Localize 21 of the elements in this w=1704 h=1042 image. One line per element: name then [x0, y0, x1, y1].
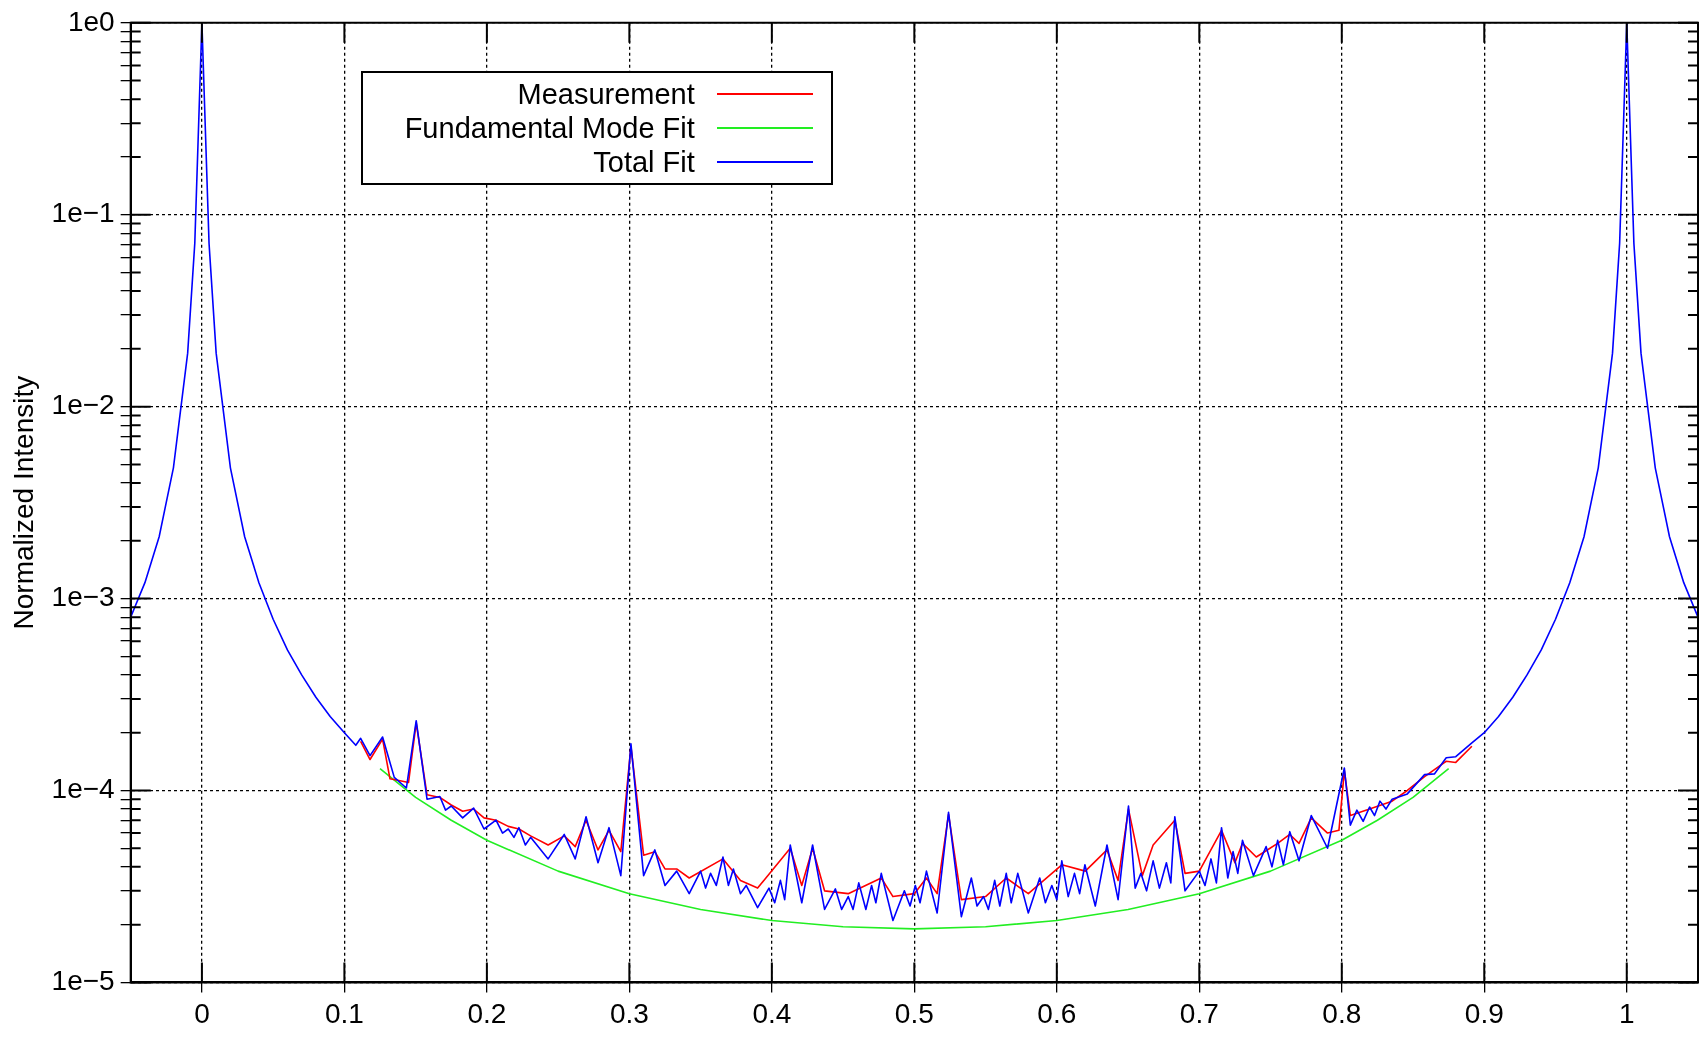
x-tick-label: 0.9	[1464, 997, 1504, 1029]
x-tick-label: 0.5	[894, 997, 934, 1029]
y-tick-label: 1e−4	[51, 773, 115, 805]
y-tick-label: 1e−3	[51, 581, 115, 613]
x-tick-label: 0.2	[467, 997, 507, 1029]
x-tick-label: 0.3	[609, 997, 649, 1029]
x-tick-label: 0	[194, 997, 210, 1029]
legend-label: Measurement	[517, 76, 695, 111]
y-axis-title: Normalized Intensity	[7, 375, 39, 630]
legend-label: Fundamental Mode Fit	[404, 110, 695, 145]
x-tick-label: 0.4	[752, 997, 792, 1029]
y-tick-label: 1e−2	[51, 389, 115, 421]
y-tick-label: 1e−1	[51, 197, 115, 229]
x-tick-label: 0.1	[324, 997, 364, 1029]
legend-label: Total Fit	[593, 144, 695, 179]
x-tick-label: 0.8	[1322, 997, 1362, 1029]
x-tick-label: 1	[1618, 997, 1635, 1029]
x-tick-label: 0.6	[1037, 997, 1077, 1029]
x-tick-label: 0.7	[1179, 997, 1219, 1029]
y-tick-label: 1e0	[67, 5, 115, 37]
y-tick-label: 1e−5	[51, 965, 115, 997]
